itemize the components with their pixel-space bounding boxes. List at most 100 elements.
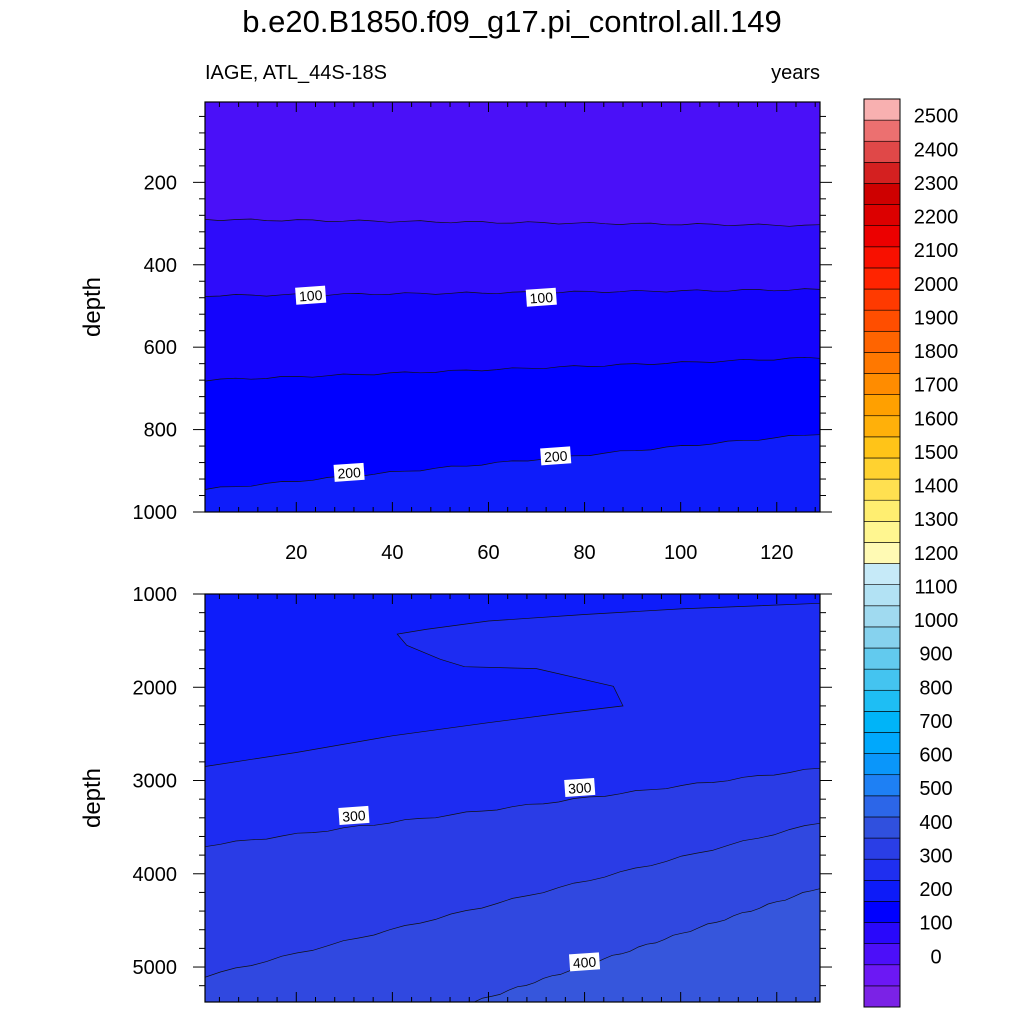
contour-fill-group [205,102,820,512]
x-tick-label: 120 [760,542,793,564]
colorbar-swatch [863,373,901,395]
colorbar-label: 700 [919,711,952,733]
contour-label-text: 300 [568,779,593,797]
colorbar-swatch [863,689,901,712]
colorbar-swatch [863,584,901,607]
colorbar-swatch [863,901,901,923]
x-tick-label: 100 [664,542,697,564]
y-tick-label: 5000 [133,957,178,979]
colorbar-label: 400 [919,812,952,834]
colorbar-label: 1400 [914,476,959,498]
contour-label-text: 200 [337,464,362,482]
colorbar-label: 100 [919,913,952,935]
contour-label-box [564,777,596,798]
colorbar-swatch [863,204,901,226]
colorbar-swatch [863,140,901,163]
colorbar-swatch [863,183,901,205]
contour-label: 400 [568,952,601,972]
contour-label-box [540,446,572,466]
colorbar-swatch [863,246,901,269]
contour-label-text: 100 [298,287,323,305]
colorbar-label: 800 [919,677,952,699]
colorbar-swatch [863,162,901,184]
colorbar-swatch [863,457,901,480]
chart-title: b.e20.B1850.f09_g17.pi_control.all.149 [242,4,782,39]
colorbar-swatch [863,922,901,944]
contour-label: 200 [333,462,365,482]
colorbar-label: 1800 [914,341,959,363]
colorbar-swatch [863,478,901,501]
colorbar-swatch [863,563,901,585]
units-label: years [771,62,820,84]
contour-label: 300 [338,805,370,825]
colorbar-swatch [863,774,901,797]
plot-frame [204,101,821,513]
contour-label-text: 300 [342,807,367,825]
colorbar-swatch [863,521,901,543]
colorbar-label: 1300 [914,509,959,531]
x-tick-label: 20 [285,542,307,564]
y-tick-label: 1000 [133,584,178,606]
colorbar-swatch [863,837,901,860]
y-tick-label: 2000 [133,677,178,699]
colorbar-swatch [863,119,901,142]
colorbar-swatch [863,858,901,881]
colorbar-label: 1600 [914,408,959,430]
contour-label-box [338,805,370,825]
colorbar-label: 2000 [914,274,959,296]
contour-line [473,888,820,1002]
colorbar: 0 100 200 300 400 500 600 700 800 900 1000 1100 1200… [863,98,959,1008]
colorbar-swatch [863,816,901,839]
colorbar-swatch [863,330,901,353]
colorbar-label: 1700 [914,375,959,397]
contour-fill-group [205,594,820,1002]
colorbar-swatch [863,415,901,438]
contour-band [205,434,820,512]
colorbar-label: 300 [919,845,952,867]
y-axis-label: depth [79,768,106,828]
y-tick-label: 4000 [133,864,178,886]
y-tick-label: 1000 [133,502,178,524]
colorbar-swatch [863,880,901,902]
colorbar-frame [863,98,901,1008]
y-tick-label: 600 [144,337,177,359]
colorbar-label: 200 [919,879,952,901]
colorbar-swatch [863,352,901,374]
colorbar-swatch [863,732,901,754]
colorbar-swatch [863,668,901,691]
colorbar-label: 0 [930,946,941,968]
colorbar-swatch [863,985,901,1008]
contour-line [205,434,820,490]
contour-label-box [525,287,557,307]
x-tick-label: 60 [477,542,499,564]
colorbar-swatch [863,98,901,121]
colorbar-swatch [863,943,901,966]
plot-frame [204,593,821,1003]
colorbar-swatch [863,711,901,733]
colorbar-label: 1200 [914,543,959,565]
contour-label-box [295,285,327,305]
colorbar-label: 500 [919,778,952,800]
y-tick-label: 3000 [133,771,178,793]
colorbar-label: 1500 [914,442,959,464]
contour-label: 100 [525,287,557,307]
colorbar-swatch [863,499,901,522]
contour-line [205,767,820,848]
colorbar-swatch [863,288,901,311]
x-tick-label: 80 [573,542,595,564]
contour-label-box [333,462,365,482]
colorbar-label: 1000 [914,610,959,632]
colorbar-label: 2200 [914,207,959,229]
contour-line [205,356,820,382]
y-axis-label: depth [79,277,106,337]
x-tick-label: 40 [381,542,403,564]
colorbar-swatch [863,267,901,290]
contour-line [205,218,820,227]
contour-band [474,888,820,1002]
colorbar-label: 2100 [914,240,959,262]
colorbar-swatch [863,605,901,628]
lower-panel: 300 300 400 1000 2000 3000 4000 5000 depth [79,584,832,1003]
variable-region-label: IAGE, ATL_44S-18S [205,62,387,84]
